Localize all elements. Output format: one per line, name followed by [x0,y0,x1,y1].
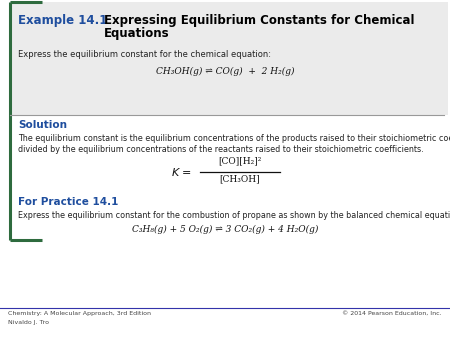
Text: © 2014 Pearson Education, Inc.: © 2014 Pearson Education, Inc. [342,311,442,316]
Text: Express the equilibrium constant for the combustion of propane as shown by the b: Express the equilibrium constant for the… [18,211,450,220]
Text: CH₃OH(g) ⇌ CO(g)  +  2 H₂(g): CH₃OH(g) ⇌ CO(g) + 2 H₂(g) [156,67,294,76]
Text: divided by the equilibrium concentrations of the reactants raised to their stoic: divided by the equilibrium concentration… [18,145,423,154]
Text: For Practice 14.1: For Practice 14.1 [18,197,118,207]
Text: [CH₃OH]: [CH₃OH] [220,174,260,183]
Text: C₃H₈(g) + 5 O₂(g) ⇌ 3 CO₂(g) + 4 H₂O(g): C₃H₈(g) + 5 O₂(g) ⇌ 3 CO₂(g) + 4 H₂O(g) [132,225,318,234]
Text: Express the equilibrium constant for the chemical equation:: Express the equilibrium constant for the… [18,50,271,59]
Text: [CO][H₂]²: [CO][H₂]² [218,156,262,165]
Text: Expressing Equilibrium Constants for Chemical: Expressing Equilibrium Constants for Che… [104,14,414,27]
Text: Example 14.1: Example 14.1 [18,14,108,27]
Text: The equilibrium constant is the equilibrium concentrations of the products raise: The equilibrium constant is the equilibr… [18,134,450,143]
Text: Equations: Equations [104,27,170,40]
Bar [10,2,448,115]
Text: Solution: Solution [18,120,67,130]
Text: Nivaldo J. Tro: Nivaldo J. Tro [8,320,49,325]
Text: Chemistry: A Molecular Approach, 3rd Edition: Chemistry: A Molecular Approach, 3rd Edi… [8,311,151,316]
Text: $\mathit{K}$ =: $\mathit{K}$ = [171,166,192,178]
